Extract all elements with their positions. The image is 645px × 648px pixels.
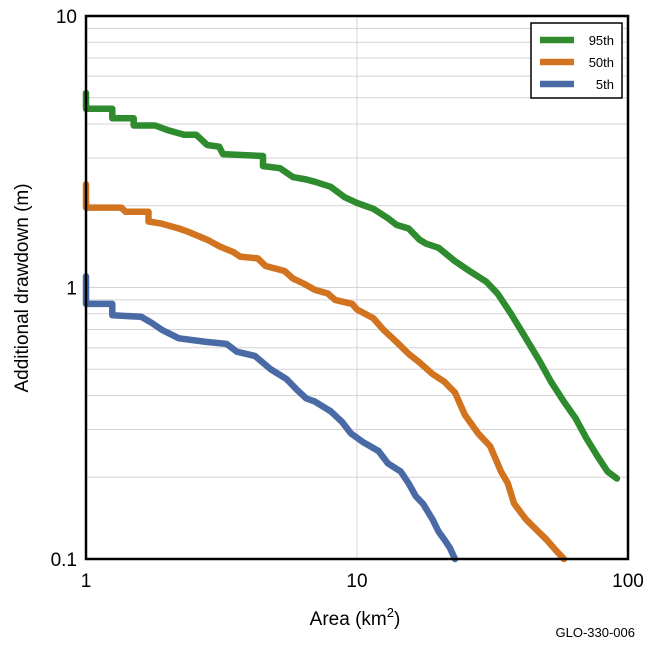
- y-tick-labels: 0.1 1 10: [51, 7, 77, 571]
- figure-id: GLO-330-006: [555, 625, 636, 640]
- y-axis-title: Additional drawdown (m): [12, 183, 33, 392]
- series-layer: [82, 89, 621, 563]
- legend: 95th 50th 5th: [530, 22, 623, 99]
- x-tick-label: 100: [612, 571, 644, 592]
- y-tick-label: 1: [66, 279, 77, 300]
- x-tick-labels: 1 10 100: [81, 571, 644, 592]
- y-tick-label: 10: [56, 7, 77, 28]
- series-line-50th: [82, 181, 568, 563]
- plot-frame: [84, 14, 630, 561]
- legend-label-5th: 5th: [596, 77, 614, 92]
- y-tick-label: 0.1: [51, 550, 77, 571]
- legend-label-95th: 95th: [589, 33, 614, 48]
- legend-label-50th: 50th: [589, 55, 614, 70]
- series-line-5th: [82, 273, 459, 563]
- x-tick-label: 10: [346, 571, 367, 592]
- series-line-95th: [82, 89, 621, 482]
- x-tick-label: 1: [81, 571, 92, 592]
- x-axis-title: Area (km2): [310, 605, 401, 630]
